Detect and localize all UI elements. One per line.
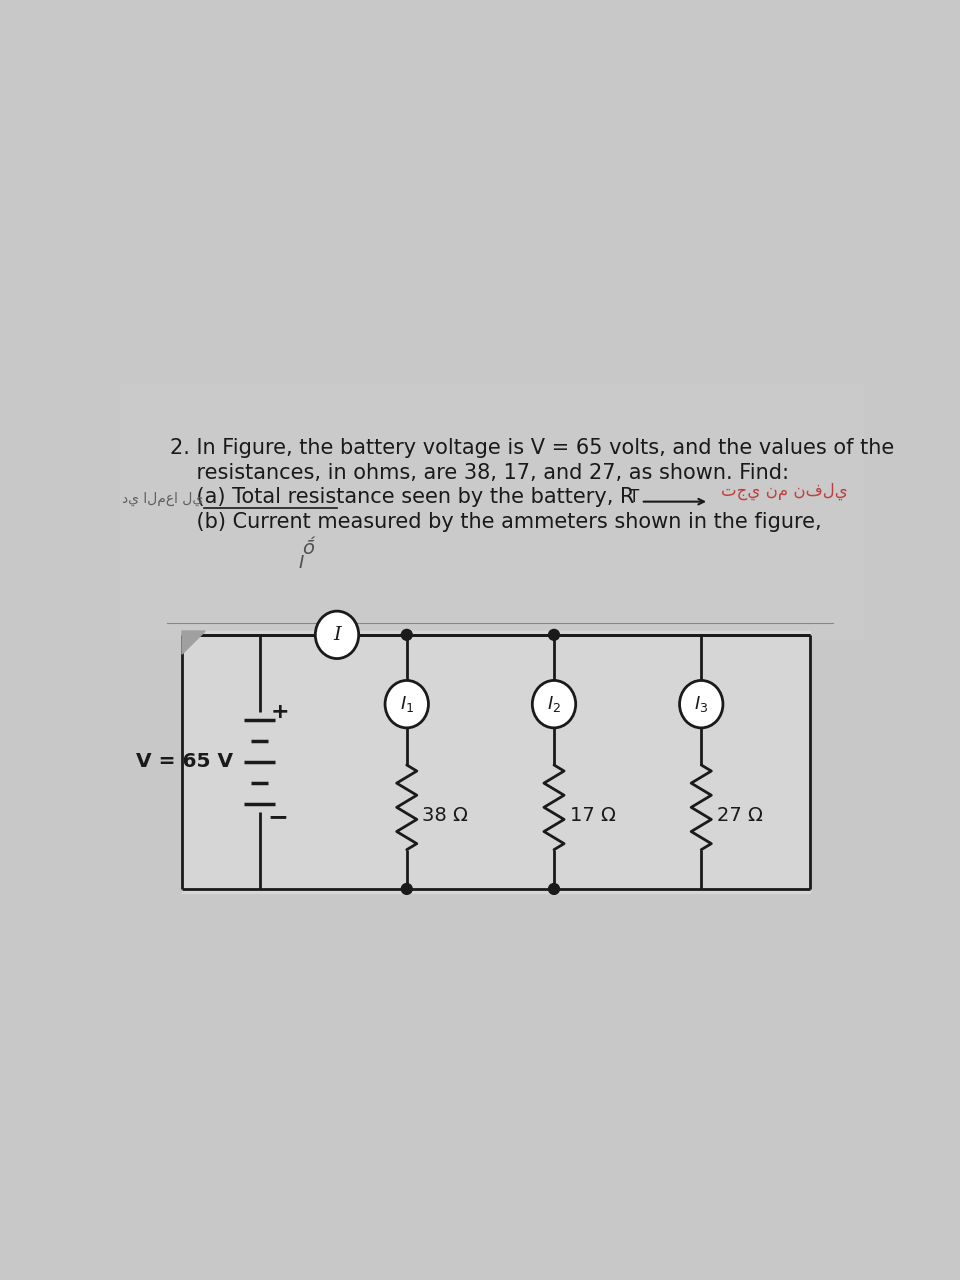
Text: $I_2$: $I_2$ bbox=[547, 694, 561, 714]
Ellipse shape bbox=[385, 681, 428, 728]
Polygon shape bbox=[182, 631, 205, 654]
Text: (a) Total resistance seen by the battery, R: (a) Total resistance seen by the battery… bbox=[170, 488, 635, 507]
Text: resistances, in ohms, are 38, 17, and 27, as shown. Find:: resistances, in ohms, are 38, 17, and 27… bbox=[170, 462, 789, 483]
Text: دي المعا لي: دي المعا لي bbox=[122, 493, 203, 507]
Text: تجي نم نفلي: تجي نم نفلي bbox=[721, 481, 848, 499]
Text: T: T bbox=[629, 488, 639, 507]
Text: +: + bbox=[271, 701, 290, 722]
Text: 38 Ω: 38 Ω bbox=[422, 805, 468, 824]
Text: 17 Ω: 17 Ω bbox=[569, 805, 615, 824]
Text: −: − bbox=[268, 805, 289, 829]
Ellipse shape bbox=[680, 681, 723, 728]
Text: V = 65 V: V = 65 V bbox=[135, 753, 232, 772]
Text: 2. In Figure, the battery voltage is V = 65 volts, and the values of the: 2. In Figure, the battery voltage is V =… bbox=[170, 438, 895, 458]
Text: $I_1$: $I_1$ bbox=[399, 694, 414, 714]
Text: $I_3$: $I_3$ bbox=[694, 694, 708, 714]
Ellipse shape bbox=[315, 611, 359, 659]
Text: I: I bbox=[299, 554, 303, 572]
Ellipse shape bbox=[532, 681, 576, 728]
Text: (b) Current measured by the ammeters shown in the figure,: (b) Current measured by the ammeters sho… bbox=[170, 512, 822, 531]
Circle shape bbox=[548, 883, 560, 895]
Text: ṍ: ṍ bbox=[302, 539, 314, 558]
Bar bbox=[120, 384, 864, 639]
Circle shape bbox=[401, 883, 412, 895]
Text: 27 Ω: 27 Ω bbox=[717, 805, 762, 824]
Text: I: I bbox=[333, 626, 341, 644]
Bar bbox=[182, 631, 809, 893]
Circle shape bbox=[548, 630, 560, 640]
Circle shape bbox=[401, 630, 412, 640]
